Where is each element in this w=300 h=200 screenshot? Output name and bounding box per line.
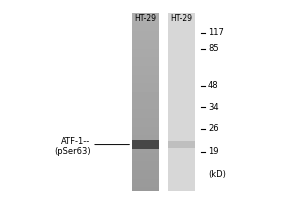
Text: 19: 19 — [208, 147, 218, 156]
Text: (pSer63): (pSer63) — [54, 147, 91, 156]
Text: 117: 117 — [208, 28, 224, 37]
Text: HT-29: HT-29 — [170, 14, 192, 23]
Bar — [168, 141, 195, 148]
Text: 26: 26 — [208, 124, 219, 133]
Text: (kD): (kD) — [208, 170, 226, 179]
Text: HT-29: HT-29 — [134, 14, 157, 23]
Text: 48: 48 — [208, 81, 219, 90]
Text: 34: 34 — [208, 103, 219, 112]
Text: 85: 85 — [208, 44, 219, 53]
Text: ATF-1--: ATF-1-- — [61, 137, 91, 146]
Bar — [132, 140, 159, 149]
